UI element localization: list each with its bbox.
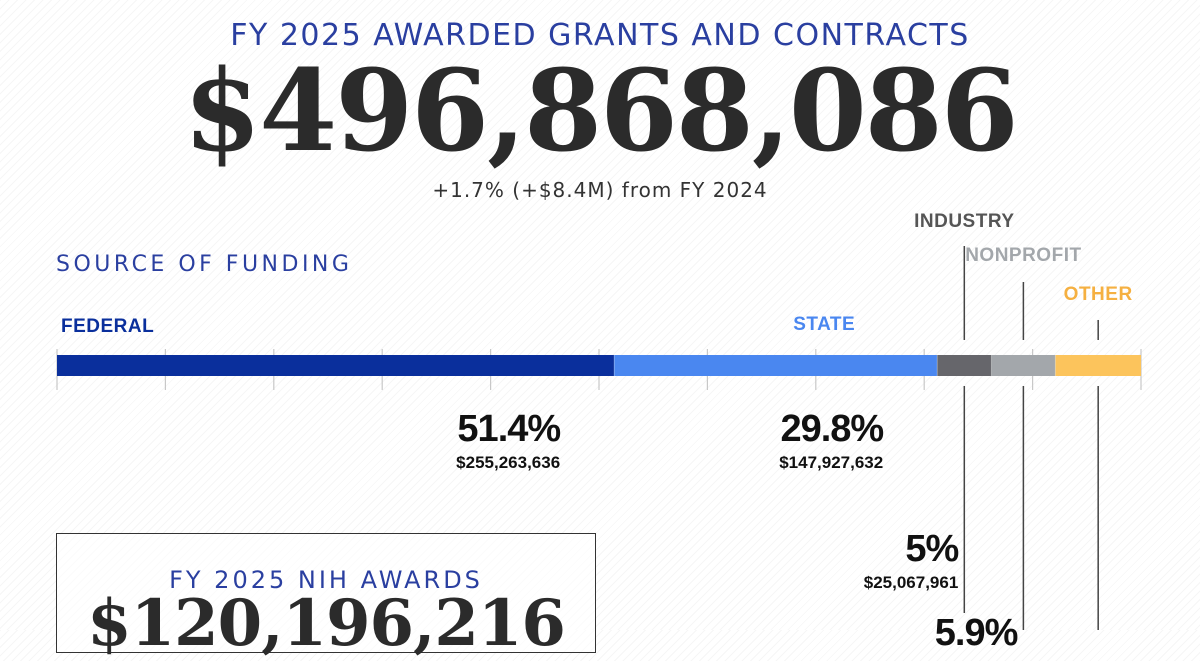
value-percent-federal: 51.4%	[457, 408, 561, 450]
segment-label-industry: INDUSTRY	[914, 211, 1015, 232]
value-amount-state: $147,927,632	[779, 453, 884, 472]
value-percent-nonprofit: 5.9%	[934, 612, 1019, 654]
bar-segment-federal	[57, 355, 615, 376]
bar-segment-other	[1055, 355, 1141, 376]
value-amount-industry: $25,067,961	[863, 573, 959, 592]
bar-segment-industry	[937, 355, 992, 376]
bar-segment-state	[614, 355, 938, 376]
bar-segment-nonprofit	[991, 355, 1056, 376]
value-percent-state: 29.8%	[780, 408, 884, 450]
segment-label-federal: FEDERAL	[61, 316, 155, 337]
nih-awards-title: FY 2025 NIH AWARDS	[169, 566, 483, 594]
total-amount: $496,868,086	[183, 46, 1018, 177]
bar-segments	[57, 355, 1141, 376]
chart-title: SOURCE OF FUNDING	[56, 252, 353, 277]
segment-label-state: STATE	[793, 314, 856, 335]
segment-label-other: OTHER	[1063, 284, 1133, 305]
funding-bar-chart	[56, 246, 1142, 630]
segment-label-nonprofit: NONPROFIT	[965, 245, 1082, 266]
headline: FY 2025 AWARDED GRANTS AND CONTRACTS	[230, 18, 970, 53]
value-amount-federal: $255,263,636	[456, 453, 561, 472]
nih-awards-amount: $120,196,216	[87, 586, 566, 661]
leader-lines	[963, 246, 1099, 630]
value-percent-industry: 5%	[905, 528, 959, 570]
year-over-year-change: +1.7% (+$8.4M) from FY 2024	[432, 178, 768, 202]
